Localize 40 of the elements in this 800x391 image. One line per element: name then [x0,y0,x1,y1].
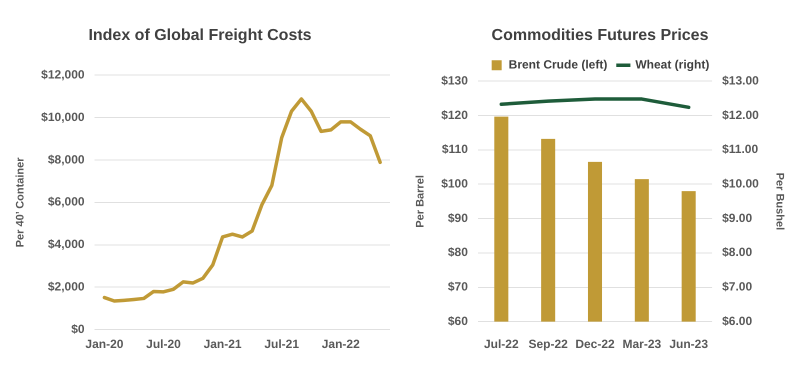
y2-tick-label: $6.00 [722,314,752,328]
x-tick-label: Jan-20 [85,337,124,352]
y-tick-label: $130 [441,74,468,88]
y-tick-label: $80 [448,245,468,260]
chart-title: Index of Global Freight Costs [88,27,312,44]
y-tick-label: $60 [448,314,468,328]
x-tick-label: Sep-22 [528,337,568,352]
x-tick-label: Mar-23 [622,337,662,352]
x-tick-label: Jul-22 [484,337,519,352]
y2-tick-label: $9.00 [722,210,752,225]
y-axis-title: Per Barrel [414,175,427,228]
y2-tick-label: $13.00 [722,74,760,88]
y-tick-label: $90 [448,210,468,225]
y2-tick-label: $11.00 [722,142,758,156]
y2-tick-label: $10.00 [722,176,760,191]
x-tick-label: Jul-21 [264,337,300,352]
legend-label: Wheat (right) [635,58,710,72]
y-tick-label: $0 [71,322,85,336]
y-tick-label: $6,000 [48,194,85,209]
legend-label: Brent Crude (left) [508,58,608,72]
x-tick-label: Jul-20 [146,337,182,352]
x-tick-label: Jan-22 [322,337,360,352]
y-tick-label: $10,000 [41,110,85,124]
x-tick-label: Jun-23 [669,337,708,352]
y-tick-label: $8,000 [48,152,85,166]
y-tick-label: $120 [441,108,468,122]
x-tick-label: Jan-21 [204,337,242,352]
y2-axis-title: Per Bushel [773,172,786,230]
y-axis-title: Per 40’ Container [14,156,27,248]
y2-tick-label: $7.00 [722,280,752,294]
y-tick-label: $100 [441,176,468,191]
y-tick-label: $110 [442,142,468,156]
y-tick-label: $4,000 [48,237,85,252]
y2-tick-label: $8.00 [722,245,752,260]
y2-tick-label: $12.00 [722,108,760,122]
chart-title: Commodities Futures Prices [492,27,709,44]
x-tick-label: Dec-22 [575,337,615,352]
y-tick-label: $2,000 [48,280,85,294]
y-tick-label: $12,000 [41,68,85,82]
y-tick-label: $70 [448,280,468,294]
